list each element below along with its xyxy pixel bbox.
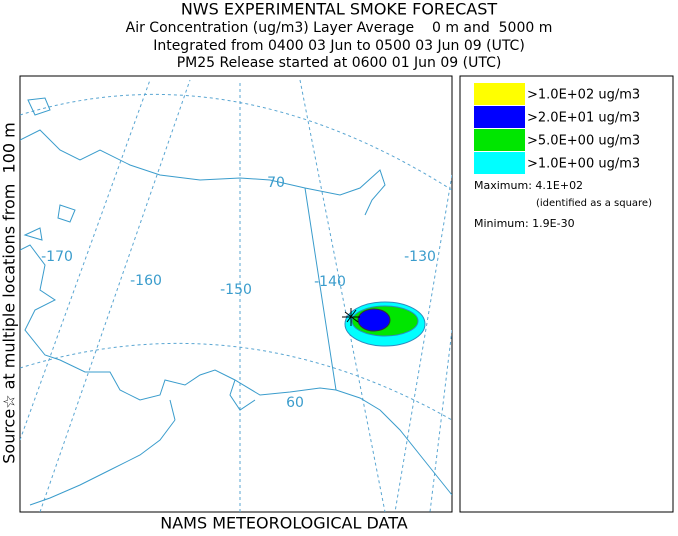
longitude-label: -170 — [41, 249, 73, 265]
legend-swatch — [474, 106, 525, 128]
minimum: Minimum: 1.9E-30 — [474, 217, 575, 230]
longitude-label: -130 — [404, 249, 436, 265]
subtitle: Integrated from 0400 03 Jun to 0500 03 J… — [153, 38, 525, 54]
maximum: Maximum: 4.1E+02 — [474, 179, 583, 192]
graticule — [20, 79, 452, 512]
legend-label: >2.0E+01 ug/m3 — [527, 111, 640, 126]
legend-label: >1.0E+02 ug/m3 — [527, 88, 640, 103]
legend-label: >5.0E+00 ug/m3 — [527, 134, 640, 149]
latitude-label: 60 — [286, 395, 304, 411]
maximum-note: (identified as a square) — [536, 198, 652, 209]
legend-label: >1.0E+00 ug/m3 — [527, 157, 640, 172]
legend-swatch — [474, 83, 525, 105]
legend-swatch — [474, 129, 525, 151]
longitude-label: -150 — [220, 282, 252, 298]
latitude-label: 70 — [267, 175, 285, 191]
longitude-label: -160 — [130, 273, 162, 289]
coastline — [20, 97, 452, 506]
plume-contour — [357, 308, 391, 332]
map-frame — [19, 75, 453, 513]
smoke-plume — [342, 301, 426, 347]
title: NWS EXPERIMENTAL SMOKE FORECAST — [181, 0, 498, 19]
legend-swatch — [474, 152, 525, 174]
side-label: Source☆ at multiple locations from 100 m — [0, 122, 19, 464]
subtitle: Air Concentration (ug/m3) Layer Average … — [126, 20, 553, 36]
legend: Maximum: 4.1E+02 (identified as a square… — [459, 75, 674, 513]
longitude-label: -140 — [314, 274, 346, 290]
source-markers — [342, 308, 360, 326]
map: -170 -160 -150 -140 -130 70 60 — [19, 75, 453, 513]
subtitle: PM25 Release started at 0600 01 Jun 09 (… — [177, 55, 502, 71]
footer: NAMS METEOROLOGICAL DATA — [160, 514, 408, 533]
